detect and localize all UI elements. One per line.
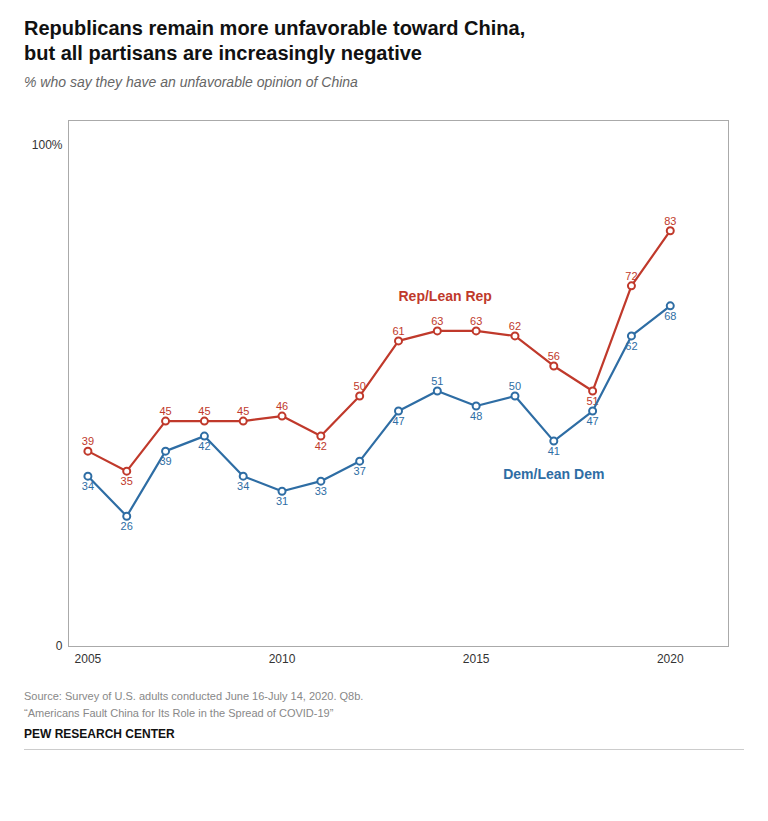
html-text:PEW RESEARCH CENTER: PEW RESEARCH CENTER: [24, 727, 175, 741]
svg-text:50: 50: [354, 380, 366, 392]
svg-text:34: 34: [82, 480, 94, 492]
svg-text:68: 68: [664, 310, 676, 322]
html-text:Source: Survey of U.S. adults: Source: Survey of U.S. adults conducted …: [24, 690, 364, 719]
svg-text:62: 62: [509, 320, 521, 332]
svg-text:45: 45: [159, 405, 171, 417]
svg-text:Rep/Lean Rep: Rep/Lean Rep: [399, 288, 492, 304]
svg-text:48: 48: [470, 410, 482, 422]
svg-text:37: 37: [354, 465, 366, 477]
svg-text:42: 42: [315, 440, 327, 452]
svg-text:34: 34: [237, 480, 249, 492]
html-text:Republicans remain more unfavo: Republicans remain more unfavorable towa…: [24, 17, 526, 64]
svg-text:45: 45: [198, 405, 210, 417]
svg-text:46: 46: [276, 400, 288, 412]
svg-text:26: 26: [121, 520, 133, 532]
svg-text:61: 61: [392, 325, 404, 337]
svg-text:Dem/Lean Dem: Dem/Lean Dem: [503, 466, 604, 482]
svg-text:2020: 2020: [657, 652, 684, 666]
svg-text:33: 33: [315, 485, 327, 497]
svg-text:31: 31: [276, 495, 288, 507]
svg-text:100%: 100%: [32, 138, 63, 152]
svg-text:72: 72: [625, 270, 637, 282]
html-text:% who say they have an unfavor: % who say they have an unfavorable opini…: [24, 74, 358, 90]
svg-text:63: 63: [431, 315, 443, 327]
svg-text:35: 35: [121, 475, 133, 487]
svg-text:47: 47: [392, 415, 404, 427]
svg-text:50: 50: [509, 380, 521, 392]
svg-text:42: 42: [198, 440, 210, 452]
svg-text:62: 62: [625, 340, 637, 352]
svg-text:63: 63: [470, 315, 482, 327]
svg-text:56: 56: [548, 350, 560, 362]
svg-text:2015: 2015: [463, 652, 490, 666]
svg-text:41: 41: [548, 445, 560, 457]
svg-text:83: 83: [664, 215, 676, 227]
svg-text:39: 39: [82, 435, 94, 447]
svg-text:51: 51: [586, 394, 599, 407]
svg-text:2005: 2005: [75, 652, 102, 666]
svg-text:45: 45: [237, 405, 249, 417]
svg-text:39: 39: [159, 455, 171, 467]
svg-text:2010: 2010: [269, 652, 296, 666]
svg-text:0: 0: [56, 639, 63, 653]
svg-text:51: 51: [431, 375, 443, 387]
svg-text:47: 47: [586, 415, 598, 427]
